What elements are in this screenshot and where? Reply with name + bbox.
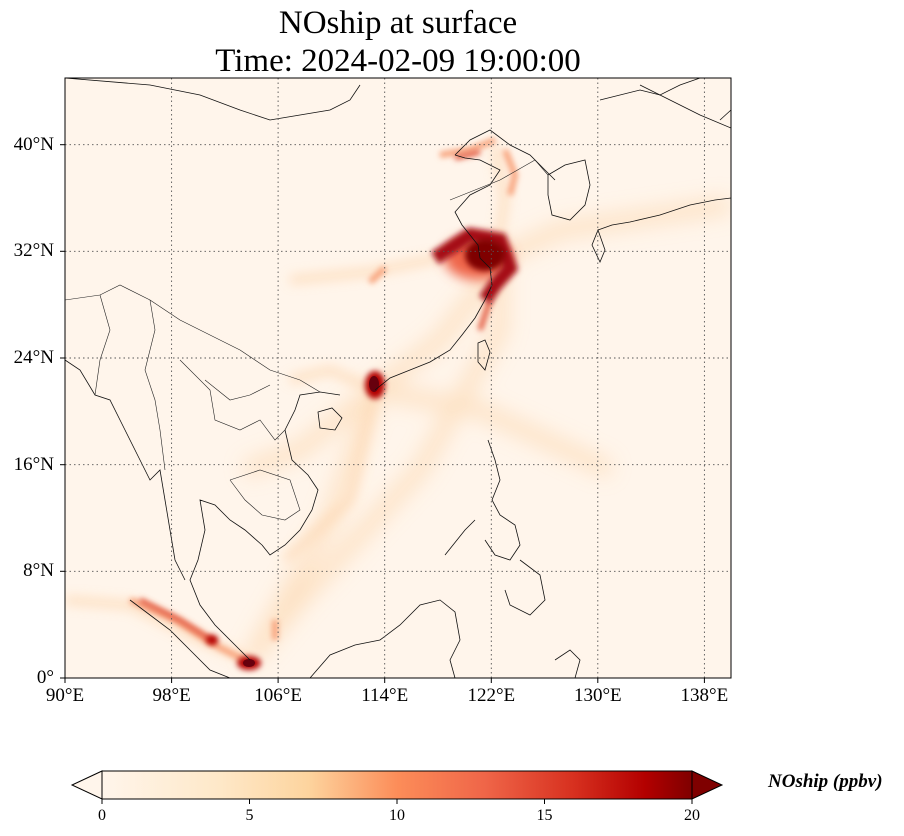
colorbar-tick-label: 20 [684, 807, 700, 824]
lon-tick-label: 138°E [680, 685, 729, 706]
colorbar-tick-label: 5 [245, 807, 254, 824]
map-panel [65, 78, 731, 678]
colorbar-extend-min [70, 770, 103, 800]
lat-tick-label: 32°N [13, 240, 54, 261]
colorbar-gradient [101, 770, 693, 800]
lat-tick-label: 40°N [13, 134, 54, 155]
lon-tick-label: 90°E [45, 685, 85, 706]
colorbar-label: NOship (ppbv) [768, 771, 883, 792]
lon-tick-label: 122°E [467, 685, 516, 706]
map-frame [64, 77, 732, 679]
emission-field [65, 137, 731, 670]
lat-tick-label: 8°N [23, 560, 54, 581]
hotspot-shanghai [431, 227, 518, 304]
colorbar [70, 770, 724, 804]
map-subtitle: Time: 2024-02-09 19:00:00 [215, 43, 581, 79]
coastlines [65, 78, 731, 678]
hotspot-singapore [206, 635, 261, 670]
hotspot-pearl-river [365, 371, 385, 399]
tick-marks [60, 144, 705, 683]
colorbar-tick-label: 10 [389, 807, 405, 824]
country-borders [65, 159, 549, 521]
lat-tick-label: 16°N [13, 454, 54, 475]
lon-tick-label: 114°E [361, 685, 409, 706]
lat-tick-label: 0° [36, 667, 54, 688]
colorbar-tick-label: 15 [536, 807, 553, 824]
lon-tick-label: 98°E [152, 685, 191, 706]
lon-tick-label: 106°E [254, 685, 302, 706]
lat-tick-label: 24°N [13, 347, 54, 368]
lon-tick-label: 130°E [573, 685, 622, 706]
colorbar-tick-label: 0 [98, 807, 106, 824]
map-title: NOship at surface [278, 5, 518, 41]
colorbar-extend-max [691, 770, 724, 800]
gridlines [65, 78, 731, 678]
